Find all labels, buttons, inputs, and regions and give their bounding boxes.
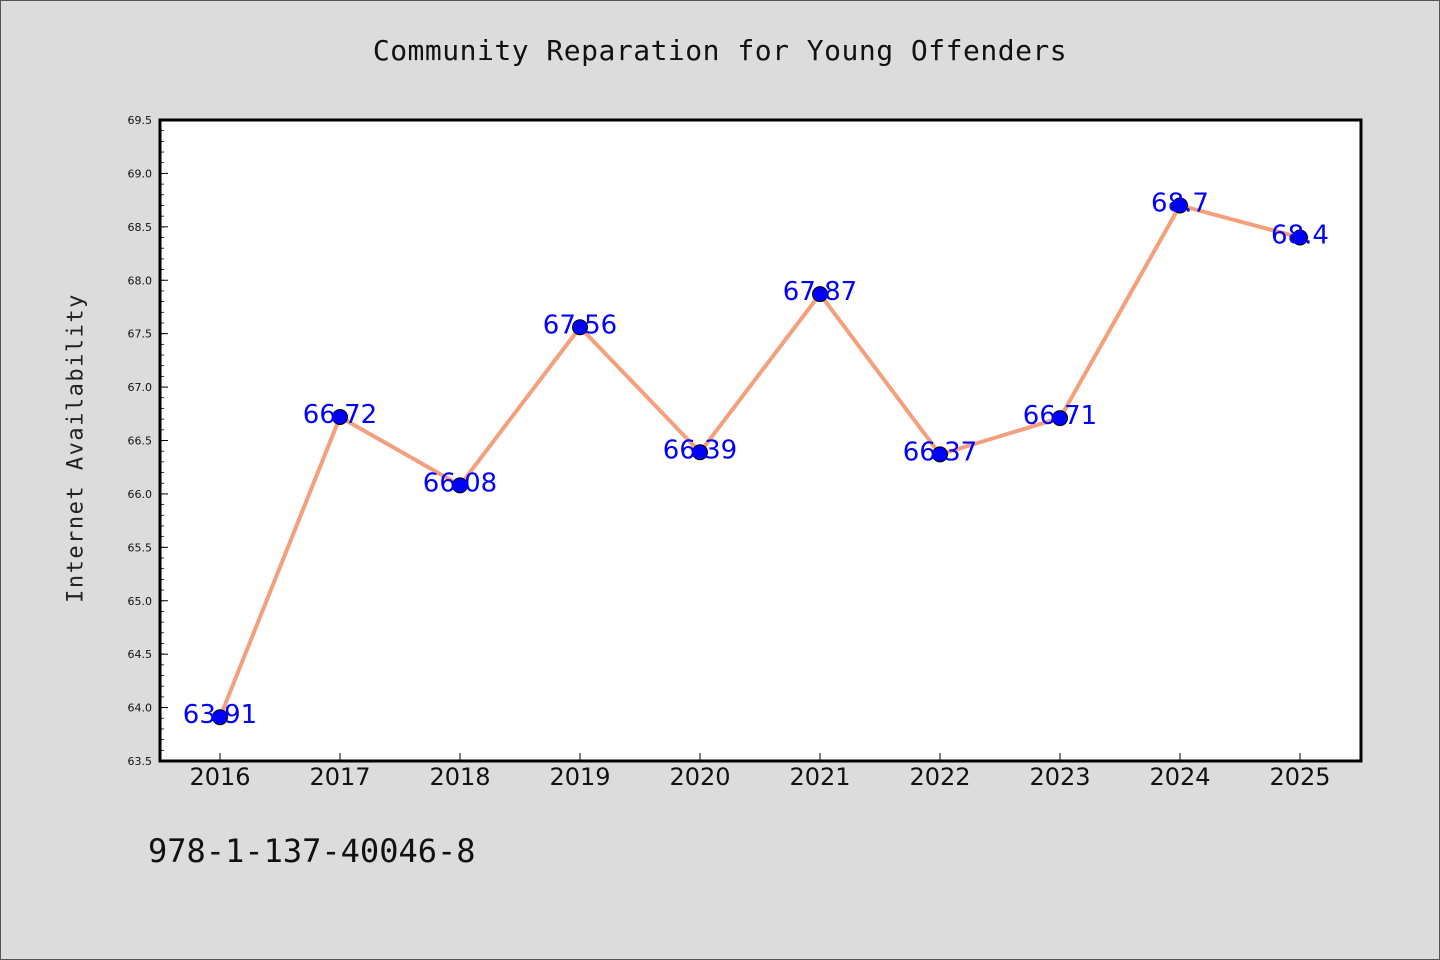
plot-area xyxy=(160,120,1361,761)
footer-code: 978-1-137-40046-8 xyxy=(148,832,476,870)
y-tick-label: 67.5 xyxy=(128,328,153,341)
y-tick-label: 66.0 xyxy=(128,488,153,501)
x-tick-label: 2022 xyxy=(909,763,970,791)
y-tick-label: 68.0 xyxy=(128,274,153,287)
data-label: 66.72 xyxy=(303,400,377,430)
y-tick-label: 65.0 xyxy=(128,595,153,608)
x-tick-label: 2017 xyxy=(309,763,370,791)
data-point xyxy=(452,477,468,494)
y-tick-label: 65.5 xyxy=(128,541,153,554)
x-tick-label: 2020 xyxy=(669,763,730,791)
y-tick-label: 64.5 xyxy=(128,648,153,661)
data-label: 66.37 xyxy=(903,437,977,467)
y-tick-label: 63.5 xyxy=(128,755,153,768)
x-tick-label: 2025 xyxy=(1269,763,1330,791)
data-point xyxy=(572,319,588,336)
data-label: 66.71 xyxy=(1023,401,1097,431)
y-tick-label: 68.5 xyxy=(128,221,153,234)
data-label: 66.39 xyxy=(663,435,737,465)
data-point xyxy=(212,709,228,726)
data-label: 68.7 xyxy=(1151,188,1209,218)
data-point xyxy=(1292,229,1308,246)
chart-title: Community Reparation for Young Offenders xyxy=(372,34,1068,67)
data-point xyxy=(812,286,828,303)
y-tick-label: 64.0 xyxy=(128,702,153,715)
y-tick-label: 69.5 xyxy=(128,114,153,127)
x-tick-label: 2019 xyxy=(549,763,610,791)
data-point xyxy=(932,446,948,463)
x-tick-label: 2023 xyxy=(1029,763,1090,791)
data-label: 67.56 xyxy=(543,310,617,340)
y-tick-label: 67.0 xyxy=(128,381,153,394)
x-tick-label: 2016 xyxy=(189,763,250,791)
data-label: 66.08 xyxy=(423,468,497,498)
data-label: 63.91 xyxy=(183,700,257,730)
plot-frame xyxy=(158,118,1363,763)
x-tick-label: 2024 xyxy=(1149,763,1210,791)
data-point xyxy=(1052,410,1068,427)
data-label: 67.87 xyxy=(783,277,857,307)
x-tick-label: 2021 xyxy=(789,763,850,791)
y-tick-label: 66.5 xyxy=(128,435,153,448)
data-label: 68.4 xyxy=(1271,221,1329,251)
y-tick-label: 69.0 xyxy=(128,167,153,180)
data-point xyxy=(1172,197,1188,214)
data-point xyxy=(692,444,708,461)
x-tick-label: 2018 xyxy=(429,763,490,791)
data-point xyxy=(332,408,348,425)
series-line xyxy=(218,203,1302,720)
